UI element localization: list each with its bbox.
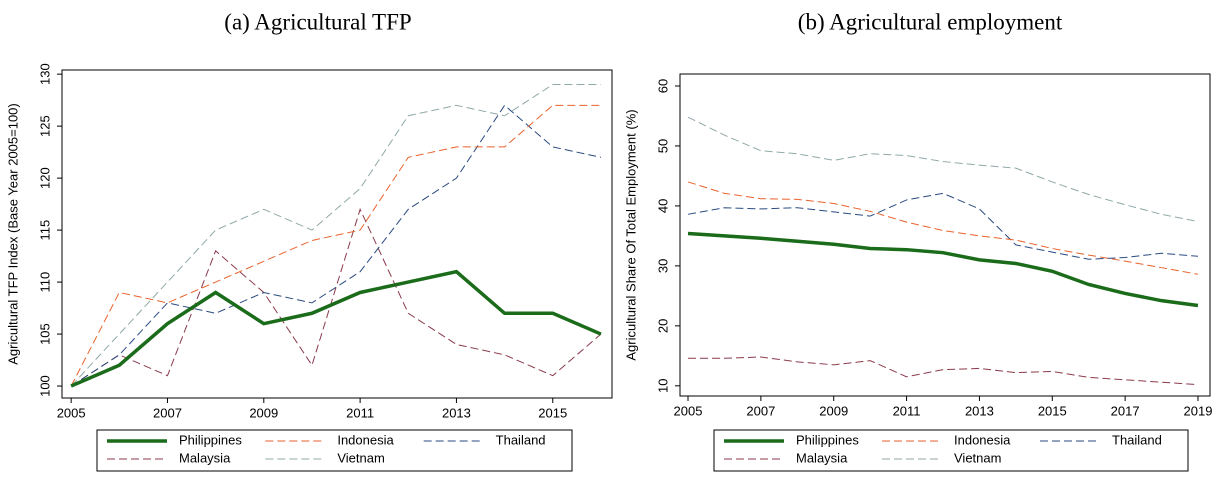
legend-label: Vietnam [337, 450, 384, 465]
series-line [687, 231, 1199, 308]
y-tick-label: 100 [37, 375, 52, 397]
y-tick-label: 105 [37, 323, 52, 345]
x-tick-label: 2015 [538, 405, 567, 420]
y-tick-label: 30 [655, 259, 670, 273]
legend-label: Thailand [496, 432, 546, 447]
legend-label: Philippines [179, 432, 242, 447]
y-tick-label: 120 [37, 167, 52, 189]
y-axis-label: Agricultural TFP Index (Base Year 2005=1… [5, 103, 20, 365]
x-tick-label: 2009 [249, 405, 278, 420]
series-line [70, 104, 601, 387]
series-line [687, 181, 1199, 275]
y-tick-label: 40 [655, 199, 670, 213]
x-tick-label: 2015 [1038, 403, 1067, 418]
legend-label: Indonesia [337, 432, 394, 447]
series-line [70, 269, 602, 388]
series-line [70, 207, 602, 387]
chart-title: (b) Agricultural employment [798, 9, 1063, 34]
legend-label: Vietnam [954, 450, 1001, 465]
plot-frame [61, 69, 613, 399]
y-tick-label: 125 [37, 115, 52, 137]
legend-box [96, 429, 573, 472]
series-line [687, 116, 1199, 223]
legend-label: Malaysia [796, 450, 848, 465]
y-tick-label: 50 [655, 139, 670, 153]
y-tick-label: 115 [37, 220, 52, 241]
series-line [70, 84, 601, 387]
legend-label: Malaysia [179, 450, 231, 465]
plot-frame [679, 73, 1211, 397]
x-tick-label: 2009 [819, 403, 848, 418]
x-tick-label: 2017 [1111, 403, 1140, 418]
x-tick-label: 2005 [674, 403, 703, 418]
x-tick-label: 2019 [1184, 403, 1213, 418]
y-tick-label: 110 [37, 272, 52, 293]
x-tick-label: 2013 [965, 403, 994, 418]
x-tick-label: 2013 [442, 405, 471, 420]
legend-label: Philippines [796, 432, 859, 447]
y-tick-label: 130 [37, 63, 52, 85]
legend-label: Indonesia [954, 432, 1011, 447]
chart-title: (a) Agricultural TFP [224, 9, 411, 34]
legend-label: Thailand [1112, 432, 1162, 447]
y-tick-label: 10 [655, 379, 670, 393]
legend-box [713, 429, 1189, 472]
x-tick-label: 2011 [346, 405, 374, 420]
y-tick-label: 20 [655, 319, 670, 333]
series-line [687, 192, 1199, 260]
x-tick-label: 2011 [893, 403, 921, 418]
x-tick-label: 2007 [746, 403, 775, 418]
series-line [70, 104, 602, 387]
x-tick-label: 2007 [153, 405, 182, 420]
series-line [688, 356, 1199, 386]
x-tick-label: 2005 [57, 405, 86, 420]
y-axis-label: Agricultural Share Of Total Employment (… [623, 109, 638, 360]
y-tick-label: 60 [655, 79, 670, 93]
